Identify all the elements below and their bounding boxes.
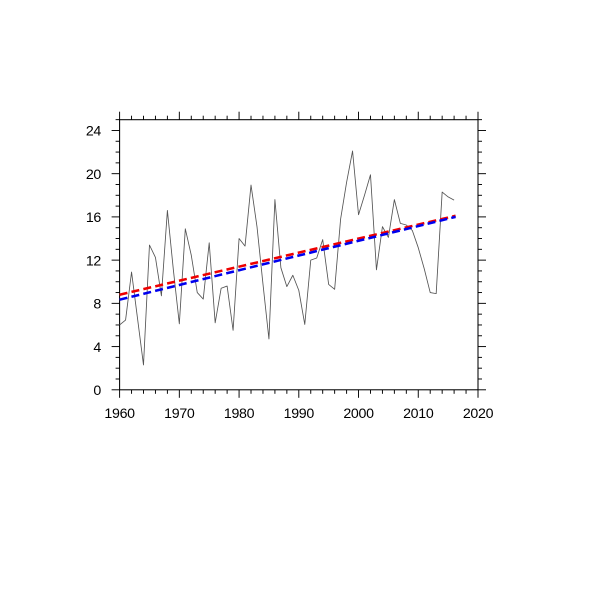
svg-text:20: 20: [86, 167, 102, 183]
svg-text:8: 8: [93, 297, 101, 313]
svg-text:12: 12: [86, 253, 102, 269]
svg-text:1960: 1960: [104, 406, 135, 422]
svg-text:2010: 2010: [403, 406, 434, 422]
svg-text:24: 24: [86, 124, 102, 140]
svg-text:4: 4: [93, 340, 101, 356]
svg-text:2000: 2000: [343, 406, 374, 422]
svg-text:1980: 1980: [224, 406, 255, 422]
svg-text:0: 0: [93, 383, 101, 399]
svg-text:2020: 2020: [463, 406, 494, 422]
svg-text:1990: 1990: [284, 406, 315, 422]
svg-text:1970: 1970: [164, 406, 195, 422]
svg-text:16: 16: [86, 210, 102, 226]
